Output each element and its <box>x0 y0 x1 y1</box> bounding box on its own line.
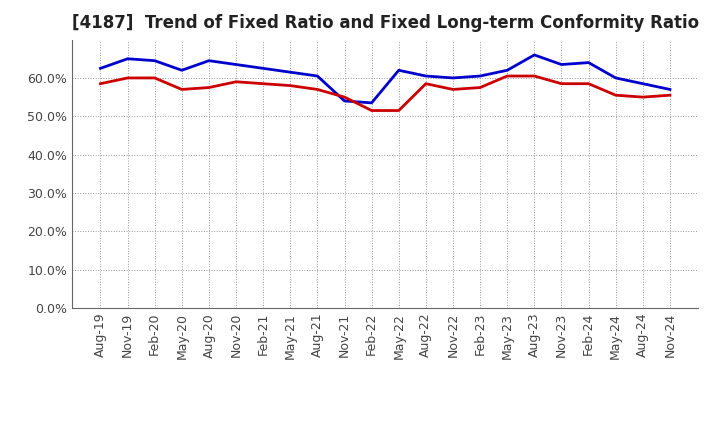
Fixed Long-term Conformity Ratio <box>313 87 322 92</box>
Fixed Long-term Conformity Ratio <box>421 81 430 86</box>
Fixed Ratio <box>367 100 376 106</box>
Fixed Ratio <box>178 68 186 73</box>
Fixed Long-term Conformity Ratio <box>639 95 647 100</box>
Fixed Long-term Conformity Ratio <box>178 87 186 92</box>
Fixed Ratio <box>286 70 294 75</box>
Fixed Ratio <box>421 73 430 79</box>
Fixed Ratio <box>476 73 485 79</box>
Fixed Ratio <box>584 60 593 65</box>
Fixed Long-term Conformity Ratio <box>259 81 268 86</box>
Fixed Ratio <box>96 66 105 71</box>
Fixed Long-term Conformity Ratio <box>611 92 620 98</box>
Fixed Long-term Conformity Ratio <box>232 79 240 84</box>
Fixed Ratio <box>665 87 674 92</box>
Fixed Long-term Conformity Ratio <box>204 85 213 90</box>
Fixed Ratio <box>341 98 349 103</box>
Fixed Ratio <box>639 81 647 86</box>
Fixed Long-term Conformity Ratio <box>150 75 159 81</box>
Fixed Long-term Conformity Ratio <box>286 83 294 88</box>
Fixed Long-term Conformity Ratio <box>584 81 593 86</box>
Line: Fixed Ratio: Fixed Ratio <box>101 55 670 103</box>
Fixed Ratio <box>232 62 240 67</box>
Fixed Ratio <box>530 52 539 58</box>
Fixed Long-term Conformity Ratio <box>123 75 132 81</box>
Fixed Long-term Conformity Ratio <box>503 73 511 79</box>
Fixed Ratio <box>611 75 620 81</box>
Fixed Long-term Conformity Ratio <box>476 85 485 90</box>
Fixed Long-term Conformity Ratio <box>530 73 539 79</box>
Fixed Ratio <box>204 58 213 63</box>
Fixed Ratio <box>313 73 322 79</box>
Fixed Long-term Conformity Ratio <box>557 81 566 86</box>
Fixed Long-term Conformity Ratio <box>96 81 105 86</box>
Fixed Long-term Conformity Ratio <box>341 95 349 100</box>
Fixed Ratio <box>449 75 457 81</box>
Fixed Long-term Conformity Ratio <box>367 108 376 113</box>
Fixed Ratio <box>123 56 132 62</box>
Fixed Ratio <box>395 68 403 73</box>
Fixed Long-term Conformity Ratio <box>395 108 403 113</box>
Fixed Ratio <box>503 68 511 73</box>
Line: Fixed Long-term Conformity Ratio: Fixed Long-term Conformity Ratio <box>101 76 670 110</box>
Fixed Ratio <box>150 58 159 63</box>
Title: [4187]  Trend of Fixed Ratio and Fixed Long-term Conformity Ratio: [4187] Trend of Fixed Ratio and Fixed Lo… <box>71 15 699 33</box>
Fixed Ratio <box>557 62 566 67</box>
Fixed Long-term Conformity Ratio <box>665 92 674 98</box>
Fixed Long-term Conformity Ratio <box>449 87 457 92</box>
Fixed Ratio <box>259 66 268 71</box>
